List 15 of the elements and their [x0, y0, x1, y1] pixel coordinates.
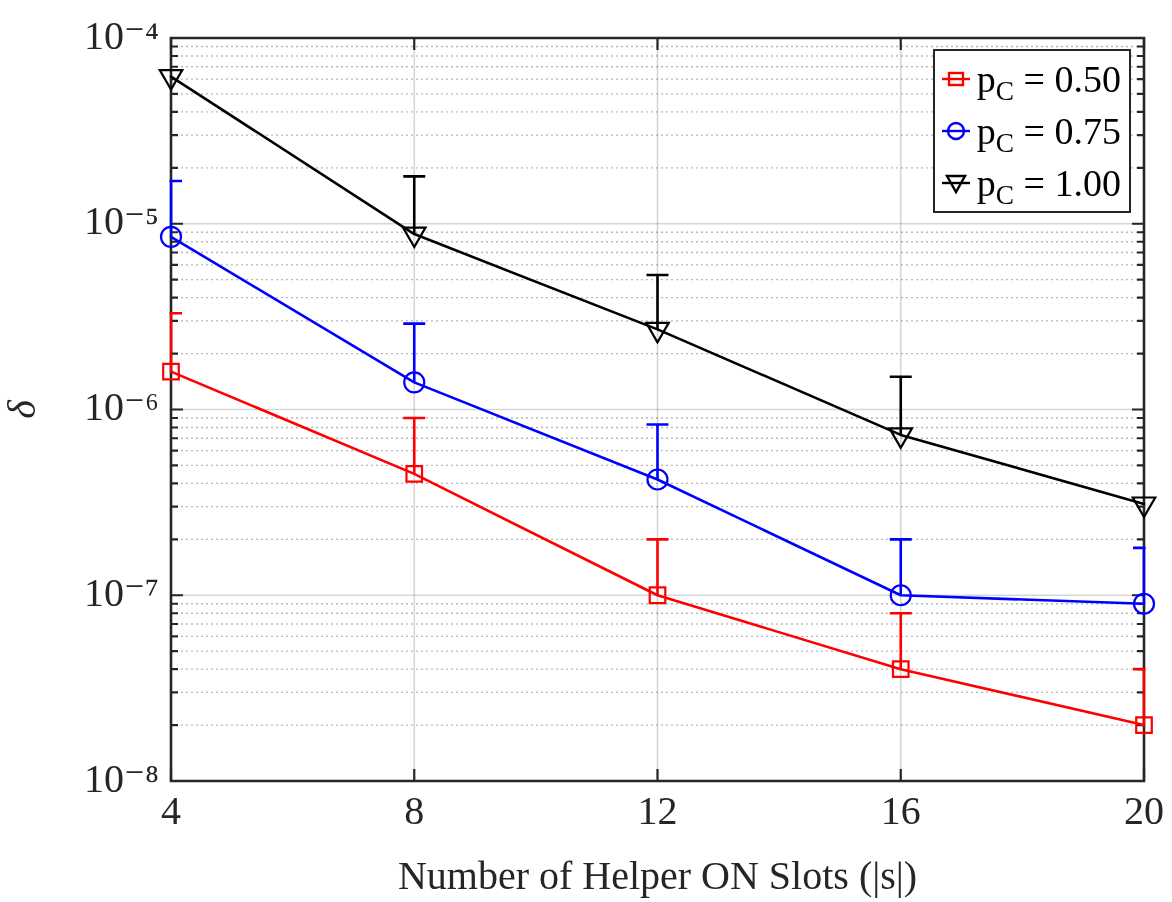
- x-tick-label: 16: [880, 787, 921, 833]
- legend-label: p$_{C}$ = 0.75: [976, 109, 1121, 159]
- y-tick-label: 10⁻⁸: [83, 755, 159, 801]
- y-tick-label: 10⁻⁷: [83, 569, 159, 615]
- y-tick-label: 10⁻⁵: [83, 198, 159, 244]
- y-tick-label: 10⁻⁶: [83, 384, 159, 429]
- x-axis-title: Number of Helper ON Slots (|s|): [397, 852, 918, 898]
- x-tick-label: 20: [1124, 787, 1164, 833]
- legend-label: p$_{C}$ = 1.00: [976, 161, 1121, 211]
- y-tick-label: 10⁻⁴: [83, 12, 159, 58]
- x-tick-label: 4: [161, 787, 181, 833]
- y-axis-title: δ: [0, 398, 44, 419]
- x-tick-label: 8: [404, 787, 425, 833]
- x-tick-label: 12: [637, 787, 678, 833]
- legend-label: p$_{C}$ = 0.50: [976, 57, 1121, 107]
